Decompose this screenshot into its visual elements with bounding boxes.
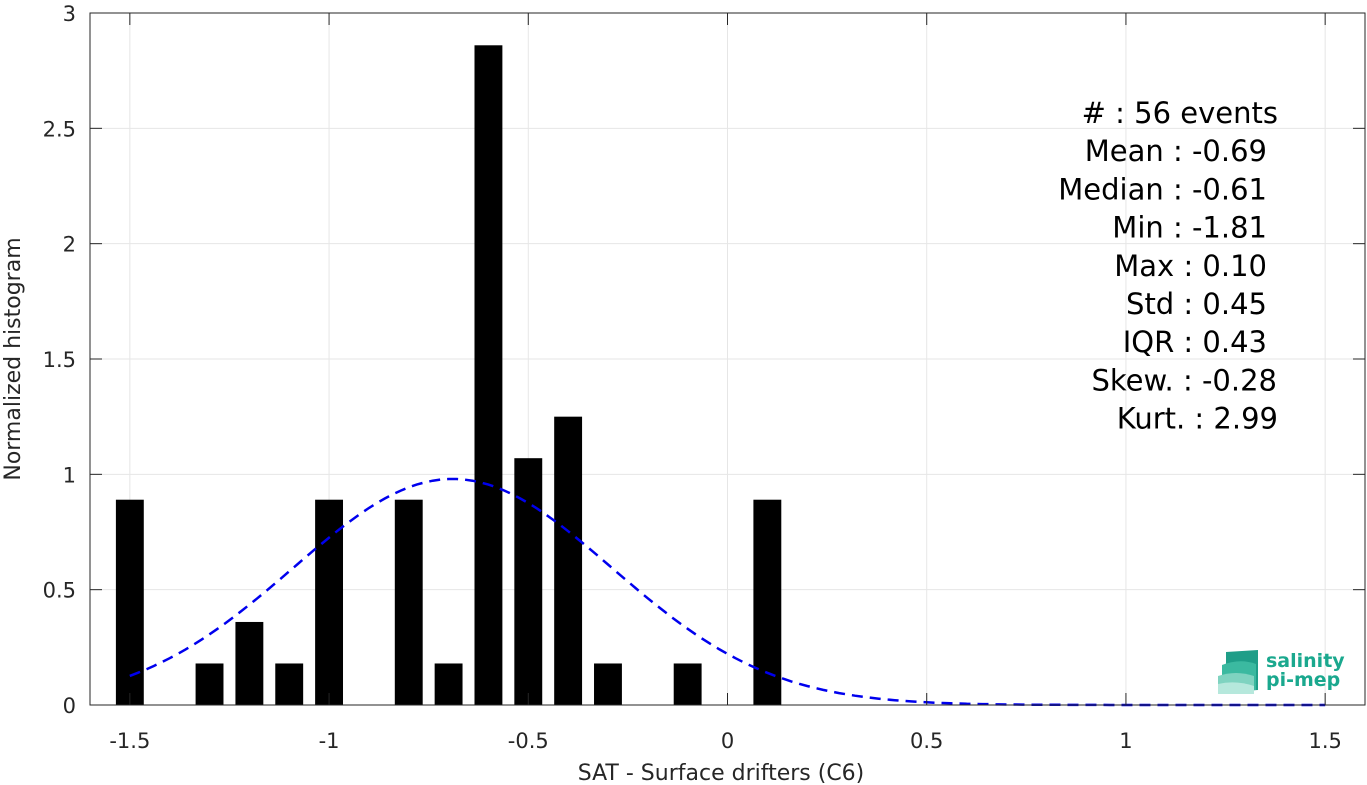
x-tick-label: -1.5: [109, 729, 150, 753]
x-axis-label: SAT - Surface drifters (C6): [578, 761, 865, 785]
histogram-bar: [235, 621, 264, 705]
histogram-bar: [315, 499, 344, 705]
y-tick-labels: 0 0.5 1 1.5 2 2.5 3: [43, 2, 76, 718]
y-tick-label: 2: [63, 233, 76, 257]
histogram-bar: [115, 499, 144, 705]
stats-line: Mean : -0.69: [1085, 134, 1267, 168]
histogram-bar: [434, 663, 463, 705]
x-tick-label: -1: [319, 729, 340, 753]
y-tick-label: 0: [63, 694, 76, 718]
histogram-bar: [594, 663, 622, 705]
y-tick-label: 1: [63, 463, 76, 487]
stats-box: # : 56 events Mean : -0.69 Median : -0.61 M…: [1058, 96, 1278, 436]
y-tick-label: 0.5: [43, 579, 76, 603]
stats-line: Median : -0.61: [1058, 172, 1267, 206]
x-tick-label: 1: [1119, 729, 1132, 753]
x-tick-label: 1.5: [1308, 729, 1341, 753]
y-tick-label: 2.5: [43, 117, 76, 141]
stats-line: Skew. : -0.28: [1091, 363, 1277, 397]
stats-line: # : 56 events: [1082, 96, 1278, 130]
histogram-bar: [474, 45, 503, 705]
x-tick-label: 0.5: [910, 729, 943, 753]
axis-ticks: [90, 12, 1365, 706]
histogram-bar: [394, 499, 423, 705]
y-tick-label: 1.5: [43, 348, 76, 372]
logo-line2: pi-mep: [1266, 669, 1340, 691]
logo-line1: salinity: [1266, 650, 1345, 672]
stats-line: IQR : 0.43: [1123, 325, 1267, 359]
histogram-bar: [275, 663, 304, 705]
bars: [115, 45, 782, 705]
histogram-bar: [195, 663, 224, 705]
y-tick-label: 3: [63, 2, 76, 26]
histogram-bar: [673, 663, 702, 705]
x-tick-label: 0: [721, 729, 734, 753]
stats-line: Kurt. : 2.99: [1117, 402, 1278, 436]
x-tick-label: -0.5: [508, 729, 549, 753]
histogram-bar: [753, 499, 782, 705]
stats-line: Std : 0.45: [1126, 287, 1267, 321]
histogram-bar: [554, 416, 583, 705]
x-tick-labels: -1.5 -1 -0.5 0 0.5 1 1.5: [109, 729, 1342, 753]
salinity-pimep-logo: salinity pi-mep: [1218, 650, 1345, 694]
y-axis-label: Normalized histogram: [1, 237, 26, 480]
histogram-bar: [514, 458, 543, 705]
stats-line: Min : -1.81: [1112, 211, 1267, 245]
logo-waves-icon: [1218, 650, 1258, 694]
stats-line: Max : 0.10: [1114, 249, 1267, 283]
